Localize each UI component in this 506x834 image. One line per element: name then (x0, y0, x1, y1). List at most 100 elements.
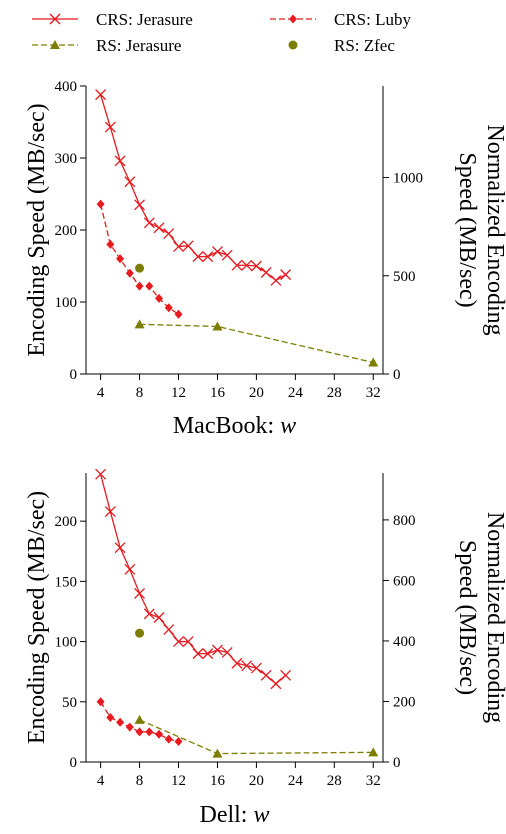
series-line (99, 94, 286, 282)
data-point (368, 357, 379, 367)
x-tick-label: 32 (366, 773, 381, 789)
x-tick-label: 32 (366, 385, 381, 401)
data-point (155, 293, 164, 303)
legend-label: CRS: Luby (334, 10, 411, 29)
y-tick-label: 200 (55, 514, 78, 530)
series-line (99, 474, 287, 685)
y2-tick-label: 500 (393, 269, 416, 285)
x-tick-label: 28 (327, 773, 342, 789)
y-tick-label: 300 (55, 151, 78, 167)
data-point (134, 199, 146, 211)
y2-tick-label: 0 (393, 755, 401, 771)
data-point (174, 737, 183, 747)
y-tick-label: 200 (55, 223, 78, 239)
data-point (125, 722, 134, 732)
data-point-stroke-b (260, 267, 272, 278)
y2-tick-label: 600 (393, 573, 416, 589)
legend-entry: CRS: Jerasure (32, 10, 193, 29)
x-axis-label-var: w (280, 413, 296, 439)
data-point-stroke-b (182, 636, 194, 648)
data-point (173, 241, 184, 253)
data-point (155, 729, 164, 739)
y2-tick-label: 200 (393, 694, 416, 710)
data-point (135, 727, 144, 737)
y2-axis-label-line2: Speed (MB/sec) (454, 152, 480, 307)
data-point (182, 240, 194, 252)
data-point (192, 251, 204, 263)
data-point (124, 176, 136, 188)
data-point-stroke-b (241, 660, 253, 672)
data-point-stroke-b (163, 624, 175, 636)
x-axis-label-var: w (253, 802, 269, 828)
legend-marker (50, 40, 60, 49)
data-point (145, 727, 154, 737)
data-point (211, 246, 223, 258)
data-point-stroke-b (270, 274, 282, 286)
x-axis-label-prefix: Dell: (199, 802, 253, 828)
series-line (99, 203, 179, 315)
data-point (164, 303, 173, 313)
x-tick-label: 24 (288, 385, 304, 401)
y-tick-label: 100 (55, 295, 78, 311)
data-point (116, 254, 125, 264)
y-axis-label: Encoding Speed (MB/sec) (24, 103, 50, 356)
data-point (202, 648, 214, 660)
series (96, 697, 183, 747)
x-tick-label: 20 (249, 773, 264, 789)
data-point (104, 506, 116, 517)
data-point-stroke-b (173, 636, 184, 648)
data-point-stroke-b (270, 678, 282, 690)
y-tick-label: 50 (62, 695, 77, 711)
legend-entry: CRS: Luby (270, 10, 411, 29)
data-point (134, 587, 146, 599)
data-point-stroke-b (221, 249, 233, 261)
data-point (221, 646, 233, 658)
series-line (100, 701, 179, 743)
data-point-stroke-b (104, 506, 116, 517)
data-point (280, 269, 292, 281)
x-tick-label: 24 (288, 773, 304, 789)
series (134, 714, 379, 758)
data-point (134, 319, 145, 329)
data-point (212, 321, 223, 331)
data-point (221, 249, 233, 261)
data-point-stroke-b (192, 251, 204, 263)
series (135, 628, 145, 638)
data-point (135, 628, 145, 638)
legend-marker (49, 13, 61, 25)
data-point (173, 636, 184, 648)
data-point (202, 251, 214, 263)
series (96, 199, 183, 319)
data-point (114, 542, 126, 554)
y2-axis-label-line1: Normalized Encoding (482, 124, 506, 335)
legend-marker (288, 40, 298, 50)
data-point-stroke-b (153, 612, 165, 623)
data-point-stroke-b (250, 662, 262, 674)
x-tick-label: 12 (171, 773, 186, 789)
data-point (135, 263, 145, 273)
chart-panel: 4 8 12 16 20 24 28 32 0 50 100 150 200 0 200 400 600 800 D… (24, 468, 506, 828)
data-point (270, 678, 282, 690)
data-point (231, 657, 243, 669)
legend-label: RS: Jerasure (96, 36, 181, 55)
data-point (250, 260, 262, 272)
y-tick-label: 150 (55, 574, 78, 590)
data-point (231, 259, 243, 271)
data-point (125, 268, 134, 278)
data-point (280, 669, 292, 681)
y2-axis-label-line1: Normalized Encoding (482, 512, 506, 723)
y2-tick-label: 1000 (393, 171, 423, 187)
data-point (211, 644, 223, 656)
data-point-stroke-b (202, 648, 214, 660)
data-point-stroke-b (124, 176, 136, 188)
data-point-stroke-b (143, 608, 155, 620)
data-point-stroke-b (221, 646, 233, 658)
y2-tick-label: 800 (393, 513, 416, 529)
data-point-stroke-b (95, 468, 107, 480)
y2-tick-label: 400 (393, 634, 416, 650)
data-point-stroke-b (104, 121, 116, 133)
series (95, 468, 292, 690)
